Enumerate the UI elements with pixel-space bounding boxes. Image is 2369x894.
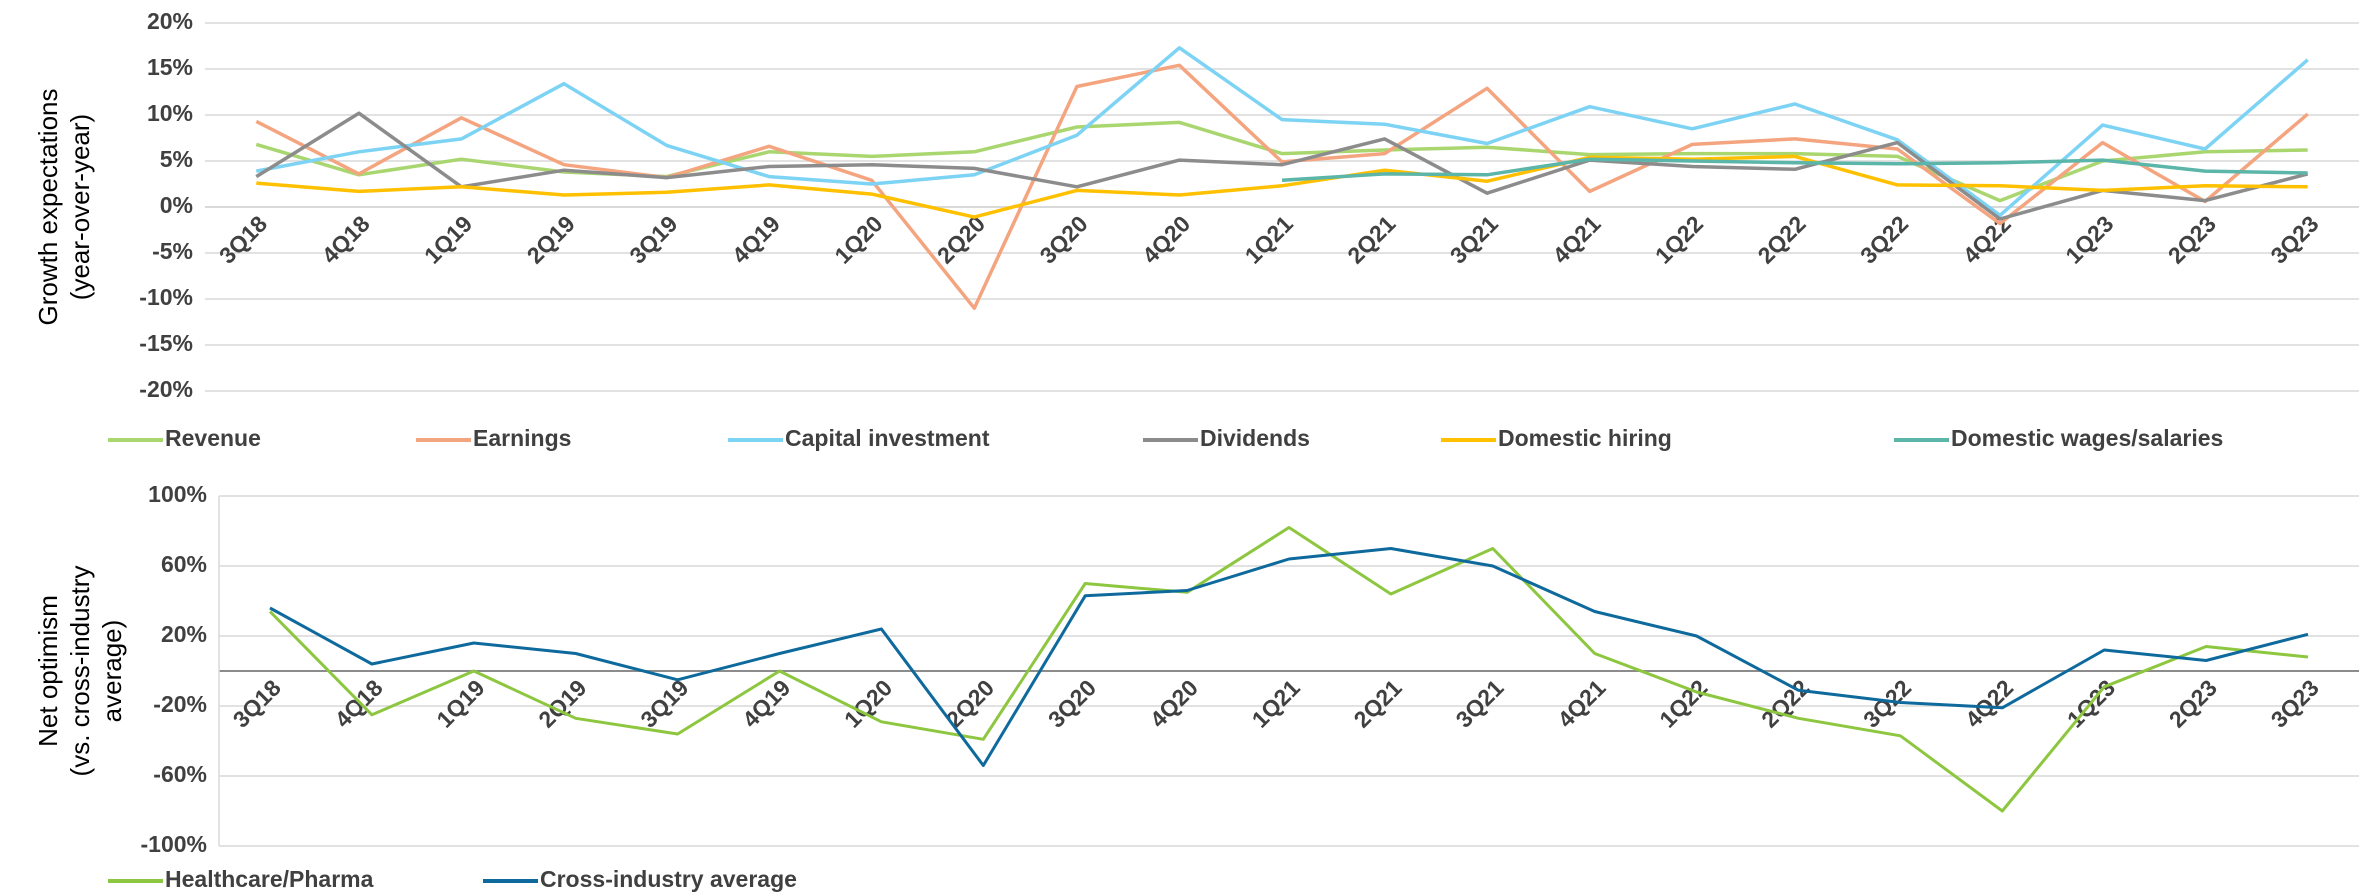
x-tick-label: 1Q21 bbox=[1240, 210, 1298, 268]
legend-label: Healthcare/Pharma bbox=[165, 866, 374, 892]
series-line bbox=[268, 526, 2309, 813]
series-line bbox=[256, 154, 2308, 219]
x-tick-label: 1Q23 bbox=[2060, 210, 2118, 268]
x-tick-label: 3Q20 bbox=[1035, 210, 1093, 268]
series-line bbox=[269, 547, 2309, 767]
legend-label: Domestic wages/salaries bbox=[1951, 425, 2223, 451]
y-tick-label: -20% bbox=[139, 376, 193, 402]
x-tick-label: 2Q23 bbox=[2164, 674, 2222, 732]
x-tick-label: 4Q19 bbox=[727, 210, 785, 268]
x-tick-label: 3Q18 bbox=[228, 674, 286, 732]
x-tick-label: 4Q18 bbox=[317, 210, 375, 268]
x-tick-label: 2Q20 bbox=[932, 210, 990, 268]
x-tick-label: 4Q20 bbox=[1137, 210, 1195, 268]
x-tick-label: 1Q20 bbox=[829, 210, 887, 268]
series-line bbox=[255, 63, 2309, 310]
legend-label: Capital investment bbox=[785, 425, 990, 451]
x-tick-label: 3Q19 bbox=[624, 210, 682, 268]
x-tick-label: 1Q22 bbox=[1654, 674, 1712, 732]
x-tick-label: 2Q19 bbox=[522, 210, 580, 268]
legend-label: Cross-industry average bbox=[540, 866, 797, 892]
x-tick-label: 3Q20 bbox=[1043, 674, 1101, 732]
y-axis-title: Net optimism(vs. cross-industryaverage) bbox=[33, 566, 127, 777]
y-tick-label: -20% bbox=[153, 691, 207, 717]
x-tick-label: 1Q22 bbox=[1650, 210, 1708, 268]
y-axis-title-line: (vs. cross-industry bbox=[65, 566, 95, 777]
series-line bbox=[255, 111, 2309, 221]
x-tick-label: 2Q21 bbox=[1342, 210, 1400, 268]
y-axis-title-line: Net optimism bbox=[33, 595, 63, 747]
x-tick-label: 4Q21 bbox=[1552, 674, 1610, 732]
y-axis-title-line: (year-over-year) bbox=[65, 114, 95, 300]
x-tick-label: 3Q23 bbox=[2265, 210, 2323, 268]
x-tick-label: 4Q20 bbox=[1145, 674, 1203, 732]
y-tick-label: 0% bbox=[160, 192, 193, 218]
y-tick-label: 100% bbox=[148, 481, 207, 507]
x-tick-label: 3Q23 bbox=[2266, 674, 2324, 732]
y-tick-label: -10% bbox=[139, 284, 193, 310]
y-tick-label: -5% bbox=[152, 238, 193, 264]
x-tick-label: 1Q21 bbox=[1247, 674, 1305, 732]
legend-label: Earnings bbox=[473, 425, 571, 451]
legend-label: Domestic hiring bbox=[1498, 425, 1672, 451]
y-tick-label: -15% bbox=[139, 330, 193, 356]
y-axis-title: Growth expectations(year-over-year) bbox=[33, 88, 95, 325]
x-tick-label: 1Q19 bbox=[431, 674, 489, 732]
y-tick-label: 15% bbox=[147, 54, 193, 80]
x-tick-label: 2Q20 bbox=[941, 674, 999, 732]
y-tick-label: 5% bbox=[160, 146, 193, 172]
y-tick-label: -100% bbox=[141, 831, 207, 857]
y-tick-label: 60% bbox=[161, 551, 207, 577]
y-axis-title-line: average) bbox=[97, 620, 127, 723]
x-tick-label: 3Q21 bbox=[1445, 210, 1503, 268]
x-tick-label: 4Q21 bbox=[1547, 210, 1605, 268]
y-tick-label: 10% bbox=[147, 100, 193, 126]
x-tick-label: 2Q21 bbox=[1349, 674, 1407, 732]
y-tick-label: -60% bbox=[153, 761, 207, 787]
x-tick-label: 1Q19 bbox=[419, 210, 477, 268]
x-tick-label: 3Q22 bbox=[1855, 210, 1913, 268]
legend-label: Dividends bbox=[1200, 425, 1310, 451]
x-tick-label: 2Q23 bbox=[2163, 210, 2221, 268]
y-tick-label: 20% bbox=[147, 8, 193, 34]
legend-label: Revenue bbox=[165, 425, 261, 451]
x-tick-label: 2Q22 bbox=[1753, 210, 1811, 268]
y-axis-title-line: Growth expectations bbox=[33, 88, 63, 325]
series-line bbox=[255, 46, 2309, 218]
x-tick-label: 3Q18 bbox=[214, 210, 272, 268]
series-line bbox=[1281, 157, 2308, 183]
x-tick-label: 3Q21 bbox=[1450, 674, 1508, 732]
x-tick-label: 3Q19 bbox=[635, 674, 693, 732]
y-tick-label: 20% bbox=[161, 621, 207, 647]
x-tick-label: 4Q19 bbox=[737, 674, 795, 732]
